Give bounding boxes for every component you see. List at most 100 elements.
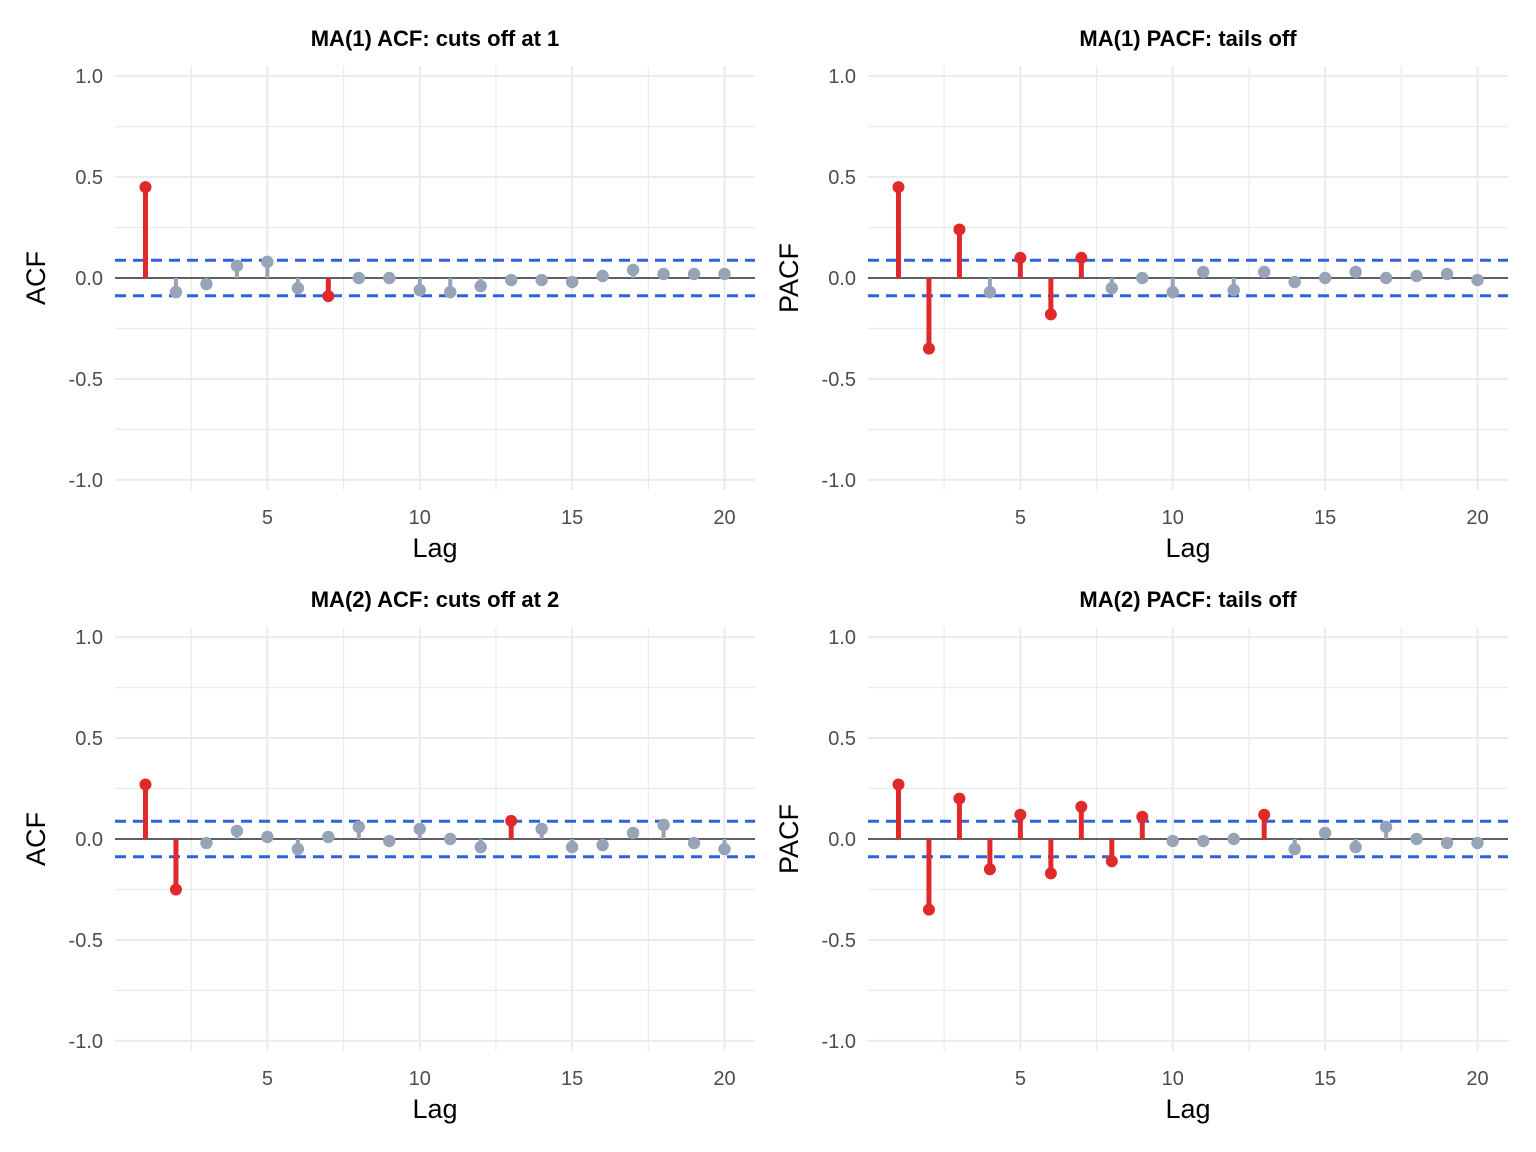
y-tick-label: 0.0: [75, 268, 103, 290]
point-lag-18: [657, 818, 670, 832]
point-lag-15: [565, 275, 579, 289]
panel-title: MA(1) PACF: tails off: [1079, 26, 1297, 51]
x-tick-label: 5: [1015, 1068, 1026, 1090]
point-lag-4: [983, 863, 996, 876]
y-tick-label: 1.0: [75, 627, 103, 649]
y-axis-label: PACF: [774, 243, 804, 313]
point-lag-1: [139, 778, 152, 791]
y-axis-label: ACF: [21, 251, 51, 305]
y-tick-label: -1.0: [69, 470, 103, 492]
point-lag-11: [444, 832, 457, 846]
point-lag-1: [892, 181, 905, 194]
x-tick-label: 15: [561, 1068, 583, 1090]
y-tick-label: -0.5: [69, 369, 103, 391]
y-tick-label: 0.0: [75, 829, 103, 851]
point-lag-2: [922, 903, 935, 916]
point-lag-16: [596, 838, 609, 852]
x-tick-label: 15: [1314, 507, 1336, 529]
point-lag-16: [1349, 840, 1362, 854]
point-lag-6: [291, 842, 305, 856]
x-tick-label: 5: [1015, 507, 1026, 529]
point-lag-2: [922, 342, 935, 355]
point-lag-8: [352, 271, 366, 285]
x-tick-label: 5: [262, 507, 273, 529]
x-tick-label: 20: [1466, 1068, 1488, 1090]
y-tick-label: 0.5: [75, 728, 103, 750]
point-lag-20: [718, 842, 731, 856]
panel-title: MA(1) ACF: cuts off at 1: [311, 26, 560, 51]
point-lag-2: [169, 883, 182, 896]
point-lag-8: [1105, 855, 1118, 868]
x-tick-label: 10: [409, 1068, 431, 1090]
point-lag-6: [1044, 308, 1057, 321]
point-lag-14: [535, 273, 548, 287]
point-lag-10: [413, 822, 426, 836]
point-lag-3: [953, 223, 966, 236]
point-lag-18: [1410, 269, 1423, 283]
point-lag-19: [1440, 267, 1454, 281]
point-lag-12: [474, 279, 487, 293]
panel-title: MA(2) ACF: cuts off at 2: [311, 587, 560, 612]
point-lag-2: [169, 285, 183, 299]
point-lag-7: [322, 830, 335, 844]
point-lag-19: [687, 267, 701, 281]
point-lag-10: [1166, 285, 1179, 299]
point-lag-3: [200, 836, 213, 850]
point-lag-8: [1105, 281, 1119, 295]
point-lag-8: [352, 820, 366, 834]
point-lag-20: [1471, 836, 1484, 850]
point-lag-9: [383, 834, 396, 848]
point-lag-12: [1227, 283, 1240, 297]
point-lag-7: [1075, 800, 1088, 813]
point-lag-5: [1014, 808, 1027, 821]
y-tick-label: 0.0: [828, 829, 856, 851]
point-lag-16: [1349, 265, 1362, 279]
point-lag-15: [565, 840, 579, 854]
y-tick-label: 0.0: [828, 268, 856, 290]
panel-4: -1.0 -0.5 0.0 0.5 1.0 5 10 15 20 MA(2) PACF: tail…: [774, 587, 1508, 1124]
point-lag-15: [1318, 826, 1332, 840]
point-lag-4: [983, 285, 997, 299]
panel-2: -1.0 -0.5 0.0 0.5 1.0 5 10 15 20 MA(1) PACF: tail…: [774, 26, 1508, 563]
point-lag-9: [1136, 271, 1149, 285]
point-lag-17: [1379, 271, 1393, 285]
point-lag-5: [1014, 251, 1027, 264]
x-tick-label: 10: [1162, 1068, 1184, 1090]
point-lag-9: [383, 271, 396, 285]
point-lag-3: [200, 277, 213, 291]
y-axis-label: PACF: [774, 804, 804, 874]
x-axis-label: Lag: [412, 1094, 457, 1124]
point-lag-20: [718, 267, 731, 281]
y-tick-label: -1.0: [822, 1031, 856, 1053]
y-tick-label: 1.0: [75, 66, 103, 88]
point-lag-11: [1197, 265, 1210, 279]
point-lag-19: [1440, 836, 1454, 850]
point-lag-12: [1227, 832, 1240, 846]
y-tick-label: -1.0: [822, 470, 856, 492]
point-lag-3: [953, 792, 966, 805]
x-tick-label: 20: [713, 1068, 735, 1090]
x-tick-label: 10: [1162, 507, 1184, 529]
point-lag-1: [892, 778, 905, 791]
point-lag-12: [474, 840, 487, 854]
point-lag-10: [413, 283, 426, 297]
x-tick-label: 20: [1466, 507, 1488, 529]
y-tick-label: -1.0: [69, 1031, 103, 1053]
point-lag-17: [1379, 820, 1393, 834]
panel-title: MA(2) PACF: tails off: [1079, 587, 1297, 612]
point-lag-13: [505, 814, 518, 827]
x-tick-label: 5: [262, 1068, 273, 1090]
point-lag-6: [1044, 867, 1057, 880]
y-tick-label: 1.0: [828, 627, 856, 649]
x-tick-label: 15: [1314, 1068, 1336, 1090]
point-lag-9: [1136, 810, 1149, 823]
point-lag-4: [230, 259, 244, 273]
point-lag-4: [230, 824, 244, 838]
point-lag-13: [504, 273, 518, 287]
point-lag-7: [322, 290, 335, 303]
y-tick-label: 1.0: [828, 66, 856, 88]
point-lag-7: [1075, 251, 1088, 264]
point-lag-5: [261, 830, 274, 844]
point-lag-11: [1197, 834, 1210, 848]
